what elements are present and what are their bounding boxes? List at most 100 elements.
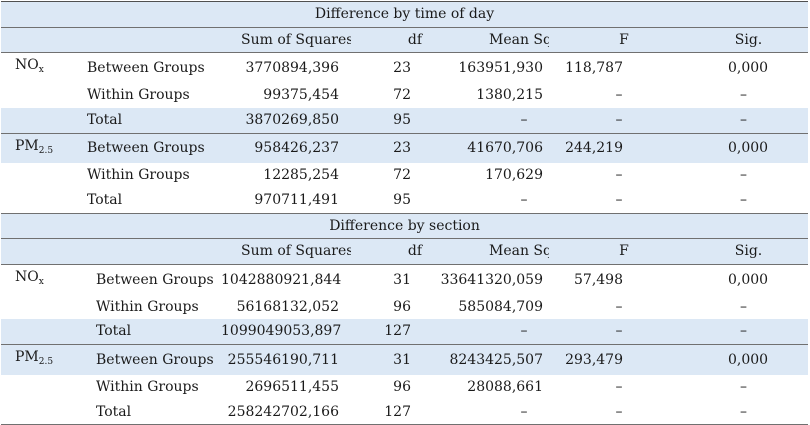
cell-sig: – bbox=[659, 399, 809, 425]
cell-ss: 3870269,850 bbox=[221, 107, 351, 134]
cell-sig: 0,000 bbox=[659, 52, 809, 84]
cell-f: – bbox=[549, 399, 659, 425]
row-label: Between Groups bbox=[71, 132, 221, 164]
row-label: Within Groups bbox=[96, 298, 199, 315]
row-label: Within Groups bbox=[87, 87, 190, 104]
cell-ms: 41670,706 bbox=[439, 132, 549, 164]
cell-sig: – bbox=[740, 191, 748, 208]
pollutant-label: PM2.5 bbox=[1, 132, 71, 164]
cell-f: 118,787 bbox=[549, 52, 659, 84]
column-header-row: Sum of Squares df Mean Square F Sig. bbox=[1, 238, 809, 265]
cell-f: – bbox=[549, 107, 659, 134]
cell-sig: 0,000 bbox=[659, 132, 809, 164]
cell-ms: 163951,930 bbox=[439, 52, 549, 84]
header-sum-of-squares: Sum of Squares bbox=[221, 238, 351, 265]
section-title: Difference by time of day bbox=[1, 1, 809, 28]
header-sig: Sig. bbox=[659, 26, 809, 53]
cell-ms: 33641320,059 bbox=[439, 264, 549, 295]
cell-ss: 2696511,455 bbox=[245, 378, 339, 395]
cell-f: – bbox=[615, 167, 623, 184]
table-row: Within Groups 2696511,455 96 28088,661 –… bbox=[1, 375, 808, 400]
cell-df: 95 bbox=[351, 107, 439, 134]
header-mean-square: Mean Square bbox=[439, 26, 549, 53]
row-label: Within Groups bbox=[96, 378, 199, 395]
table-row: NOx Between Groups 1042880921,844 31 336… bbox=[1, 264, 809, 295]
cell-sig: 0,000 bbox=[659, 264, 809, 295]
cell-ss: 958426,237 bbox=[221, 132, 351, 164]
cell-f: 57,498 bbox=[549, 264, 659, 295]
header-df: df bbox=[351, 238, 439, 265]
header-f: F bbox=[549, 26, 659, 53]
cell-sig: – bbox=[659, 107, 809, 134]
cell-ms: – bbox=[439, 319, 549, 345]
row-label: Between Groups bbox=[71, 344, 221, 375]
cell-f: – bbox=[615, 298, 623, 315]
row-label: Total bbox=[87, 191, 123, 208]
cell-ss: 12285,254 bbox=[263, 167, 339, 184]
cell-df: 72 bbox=[393, 87, 411, 104]
cell-df: 23 bbox=[351, 132, 439, 164]
cell-sig: 0,000 bbox=[659, 344, 809, 375]
pollutant-label: NOx bbox=[1, 52, 71, 84]
cell-df: 95 bbox=[393, 191, 411, 208]
section-title-row: Difference by time of day bbox=[1, 1, 809, 28]
cell-df: 96 bbox=[393, 378, 411, 395]
cell-ms: 585084,709 bbox=[458, 298, 543, 315]
header-mean-square: Mean Square bbox=[439, 238, 549, 265]
cell-f: – bbox=[549, 319, 659, 345]
cell-df: 31 bbox=[351, 264, 439, 295]
row-label: Total bbox=[71, 399, 221, 425]
cell-sig: – bbox=[740, 298, 748, 315]
cell-ms: 28088,661 bbox=[467, 378, 543, 395]
cell-ss: 99375,454 bbox=[263, 87, 339, 104]
table-row: PM2.5 Between Groups 958426,237 23 41670… bbox=[1, 132, 809, 164]
row-label: Between Groups bbox=[71, 52, 221, 84]
cell-df: 127 bbox=[351, 399, 439, 425]
pollutant-label: PM2.5 bbox=[1, 344, 71, 375]
cell-f: – bbox=[615, 378, 623, 395]
cell-df: 72 bbox=[393, 167, 411, 184]
table-row: Total 970711,491 95 – – – bbox=[1, 188, 808, 213]
cell-ss: 258242702,166 bbox=[221, 399, 351, 425]
header-df: df bbox=[351, 26, 439, 53]
cell-df: 96 bbox=[393, 298, 411, 315]
cell-ms: 170,629 bbox=[485, 167, 543, 184]
column-header-row: Sum of Squares df Mean Square F Sig. bbox=[1, 26, 809, 53]
table-row: Within Groups 56168132,052 96 585084,709… bbox=[1, 295, 808, 320]
cell-df: 23 bbox=[351, 52, 439, 84]
cell-ss: 1099049053,897 bbox=[221, 319, 351, 345]
header-f: F bbox=[549, 238, 659, 265]
table-row: Total 1099049053,897 127 – – – bbox=[1, 319, 809, 345]
row-label: Within Groups bbox=[87, 167, 190, 184]
cell-df: 127 bbox=[351, 319, 439, 345]
cell-ss: 56168132,052 bbox=[236, 298, 339, 315]
cell-sig: – bbox=[659, 319, 809, 345]
table-row: Total 258242702,166 127 – – – bbox=[1, 399, 809, 425]
table-row: Total 3870269,850 95 – – – bbox=[1, 107, 809, 134]
row-label: Between Groups bbox=[71, 264, 221, 295]
cell-ss: 3770894,396 bbox=[221, 52, 351, 84]
cell-ss: 1042880921,844 bbox=[221, 264, 351, 295]
cell-sig: – bbox=[740, 87, 748, 104]
section-title-row: Difference by section bbox=[1, 212, 809, 239]
table-row: Within Groups 99375,454 72 1380,215 – – bbox=[1, 83, 808, 108]
cell-f: – bbox=[615, 191, 623, 208]
cell-ms: 1380,215 bbox=[476, 87, 543, 104]
section-title: Difference by section bbox=[1, 212, 809, 239]
header-sum-of-squares: Sum of Squares bbox=[221, 26, 351, 53]
cell-ms: 8243425,507 bbox=[439, 344, 549, 375]
cell-sig: – bbox=[740, 167, 748, 184]
table-row: Within Groups 12285,254 72 170,629 – – bbox=[1, 163, 808, 188]
cell-sig: – bbox=[740, 378, 748, 395]
table-row: PM2.5 Between Groups 255546190,711 31 82… bbox=[1, 344, 809, 375]
cell-ms: – bbox=[520, 191, 528, 208]
cell-f: – bbox=[615, 87, 623, 104]
cell-f: 244,219 bbox=[549, 132, 659, 164]
cell-ms: – bbox=[439, 399, 549, 425]
cell-f: 293,479 bbox=[549, 344, 659, 375]
pollutant-label: NOx bbox=[1, 264, 71, 295]
cell-ss: 970711,491 bbox=[254, 191, 339, 208]
row-label: Total bbox=[71, 319, 221, 345]
cell-ms: – bbox=[439, 107, 549, 134]
